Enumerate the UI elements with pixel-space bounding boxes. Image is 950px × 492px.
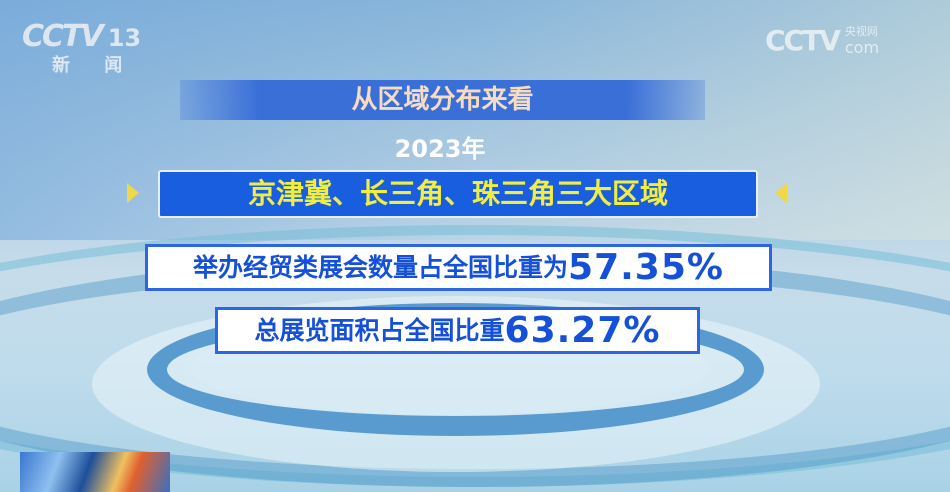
logo-channel-number: 13 [107,24,142,52]
stat-box-exhibition-count: 举办经贸类展会数量占全国比重为 57.35% [145,244,772,291]
logo-domain: com [844,38,880,57]
stat-label: 总展览面积占全国比重 [254,315,505,345]
cctv-com-logo: CCTV 央视网 com [765,24,879,58]
cctv13-logo: CCTV 13 新 闻 [22,20,141,77]
triangle-left-icon [775,183,787,203]
logo-brand: CCTV [765,24,841,57]
logo-site-name: 央视网 [844,25,878,38]
logo-brand: CCTV [22,19,104,54]
stat-box-exhibition-area: 总展览面积占全国比重 63.27% [215,307,700,354]
stat-value: 57.35% [568,246,724,288]
region-title: 京津冀、长三角、珠三角三大区域 [158,170,758,218]
stat-label: 举办经贸类展会数量占全国比重为 [193,252,569,282]
logo-channel-name: 新 闻 [52,55,137,76]
year-label: 2023年 [394,135,486,163]
program-thumbnail [20,452,170,492]
triangle-right-icon [127,183,139,203]
section-header: 从区域分布来看 [180,80,705,120]
stat-value: 63.27% [504,309,661,351]
